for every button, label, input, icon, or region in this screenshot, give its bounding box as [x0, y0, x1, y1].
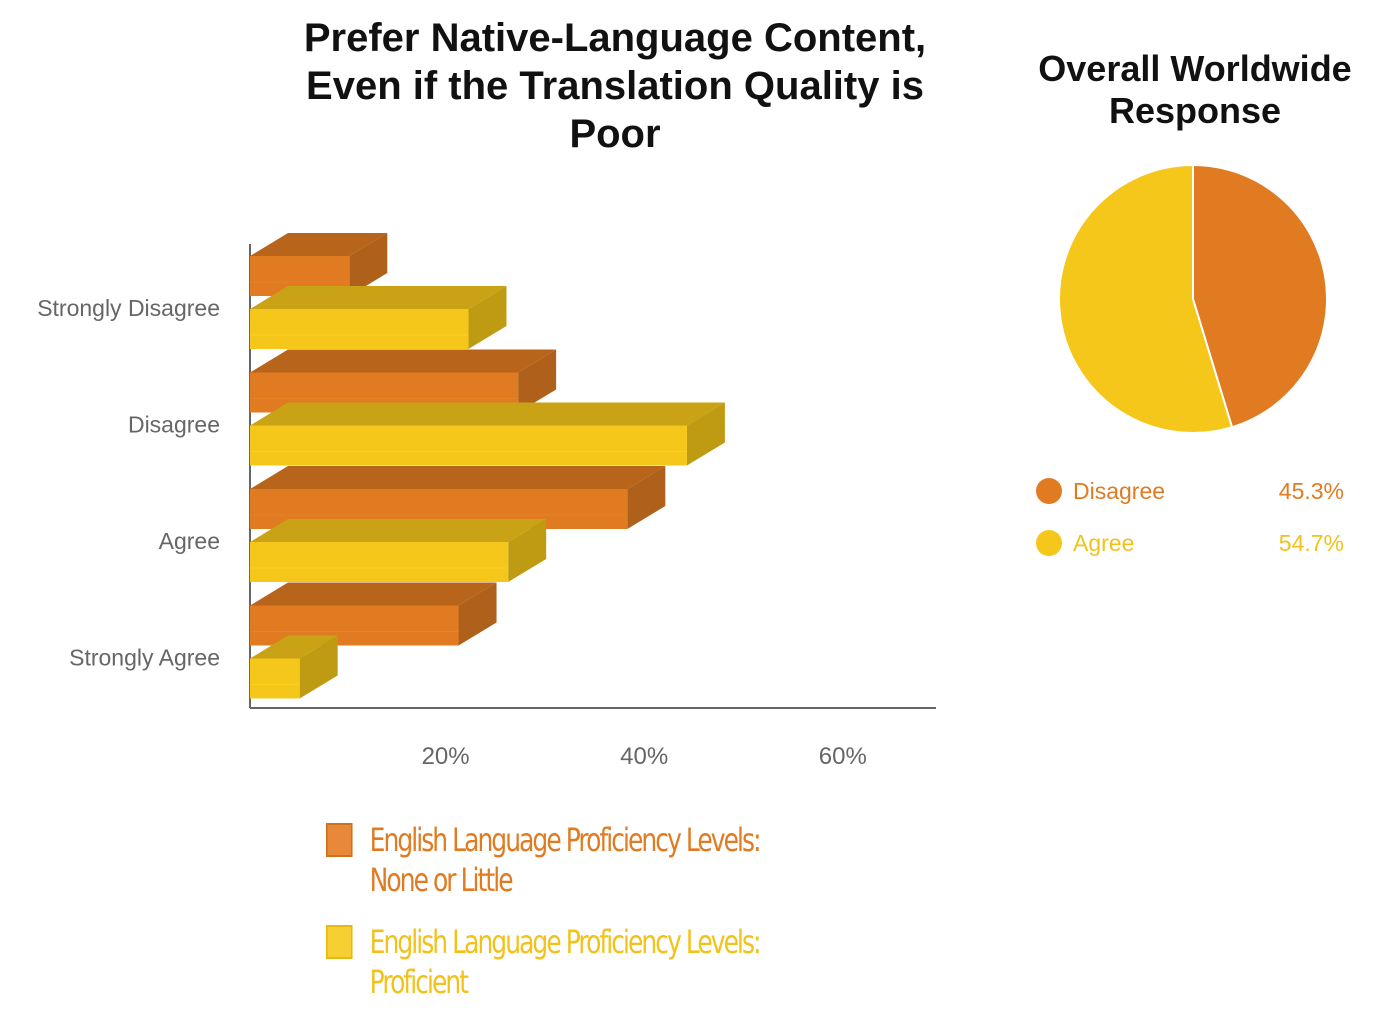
- bar-proficient: [250, 519, 547, 582]
- bar-front-face: [250, 658, 300, 699]
- bar-side-face: [468, 286, 507, 349]
- bar-top-face: [250, 466, 666, 489]
- legend-swatch-yellow: [326, 925, 353, 959]
- pie-legend-dot-orange: [1036, 478, 1062, 504]
- bar-top-face: [250, 519, 547, 542]
- bar-side-face: [508, 519, 547, 582]
- bar-side-face: [299, 635, 338, 699]
- pie-legend-item-agree: Agree 54.7%: [1036, 528, 1356, 558]
- bar-top-face: [250, 349, 557, 373]
- pie-legend-value: 45.3%: [1278, 478, 1344, 504]
- bar-side-face: [518, 349, 557, 413]
- bar-side-face: [458, 582, 497, 646]
- pie-legend-label: Disagree: [1073, 478, 1166, 504]
- x-tick-label: 60%: [819, 743, 867, 770]
- bar-chart: 20% 40% 60% Strongly Disagree Disagree Agree S…: [37, 233, 936, 770]
- bar-proficient: [250, 402, 725, 466]
- pie-slice-disagree: [1192, 163, 1328, 429]
- category-label: Disagree: [128, 412, 220, 438]
- bar-top-face: [250, 286, 507, 309]
- pie-legend-label: Agree: [1073, 530, 1135, 556]
- bar-front-face: [250, 542, 509, 582]
- bar-side-face: [686, 402, 725, 466]
- bar-top-face: [250, 582, 497, 606]
- pie-legend-dot-yellow: [1036, 530, 1062, 556]
- bar-chart-title: Prefer Native-Language Content, Even if …: [303, 16, 927, 156]
- bar-proficient: [250, 635, 338, 699]
- x-tick-label: 20%: [422, 743, 470, 770]
- bar-top-face: [250, 233, 388, 256]
- category-label: Strongly Agree: [69, 645, 220, 671]
- legend-label: English Language Proficiency Levels: Pro…: [369, 923, 762, 1001]
- bar-front-face: [250, 309, 469, 349]
- bar-side-face: [349, 233, 388, 296]
- category-label: Agree: [159, 528, 220, 554]
- pie-chart-title: Overall Worldwide Response: [1038, 48, 1352, 131]
- pie-chart: [1058, 163, 1328, 434]
- bar-front-face: [250, 425, 687, 466]
- pie-legend-item-disagree: Disagree 45.3%: [1036, 476, 1356, 506]
- legend-label: English Language Proficiency Levels: Non…: [369, 821, 762, 899]
- bar-none-or-little: [250, 466, 666, 529]
- bar-top-face: [250, 402, 725, 426]
- category-label: Strongly Disagree: [37, 295, 220, 321]
- bar-side-face: [627, 466, 666, 529]
- legend-swatch-orange: [326, 823, 353, 857]
- pie-slice-agree: [1058, 163, 1234, 434]
- bar-none-or-little: [250, 582, 497, 646]
- bar-front-face: [250, 605, 459, 646]
- bar-proficient: [250, 286, 507, 349]
- bar-top-face: [250, 635, 338, 659]
- pie-legend-value: 54.7%: [1278, 530, 1344, 556]
- x-tick-label: 40%: [620, 743, 668, 770]
